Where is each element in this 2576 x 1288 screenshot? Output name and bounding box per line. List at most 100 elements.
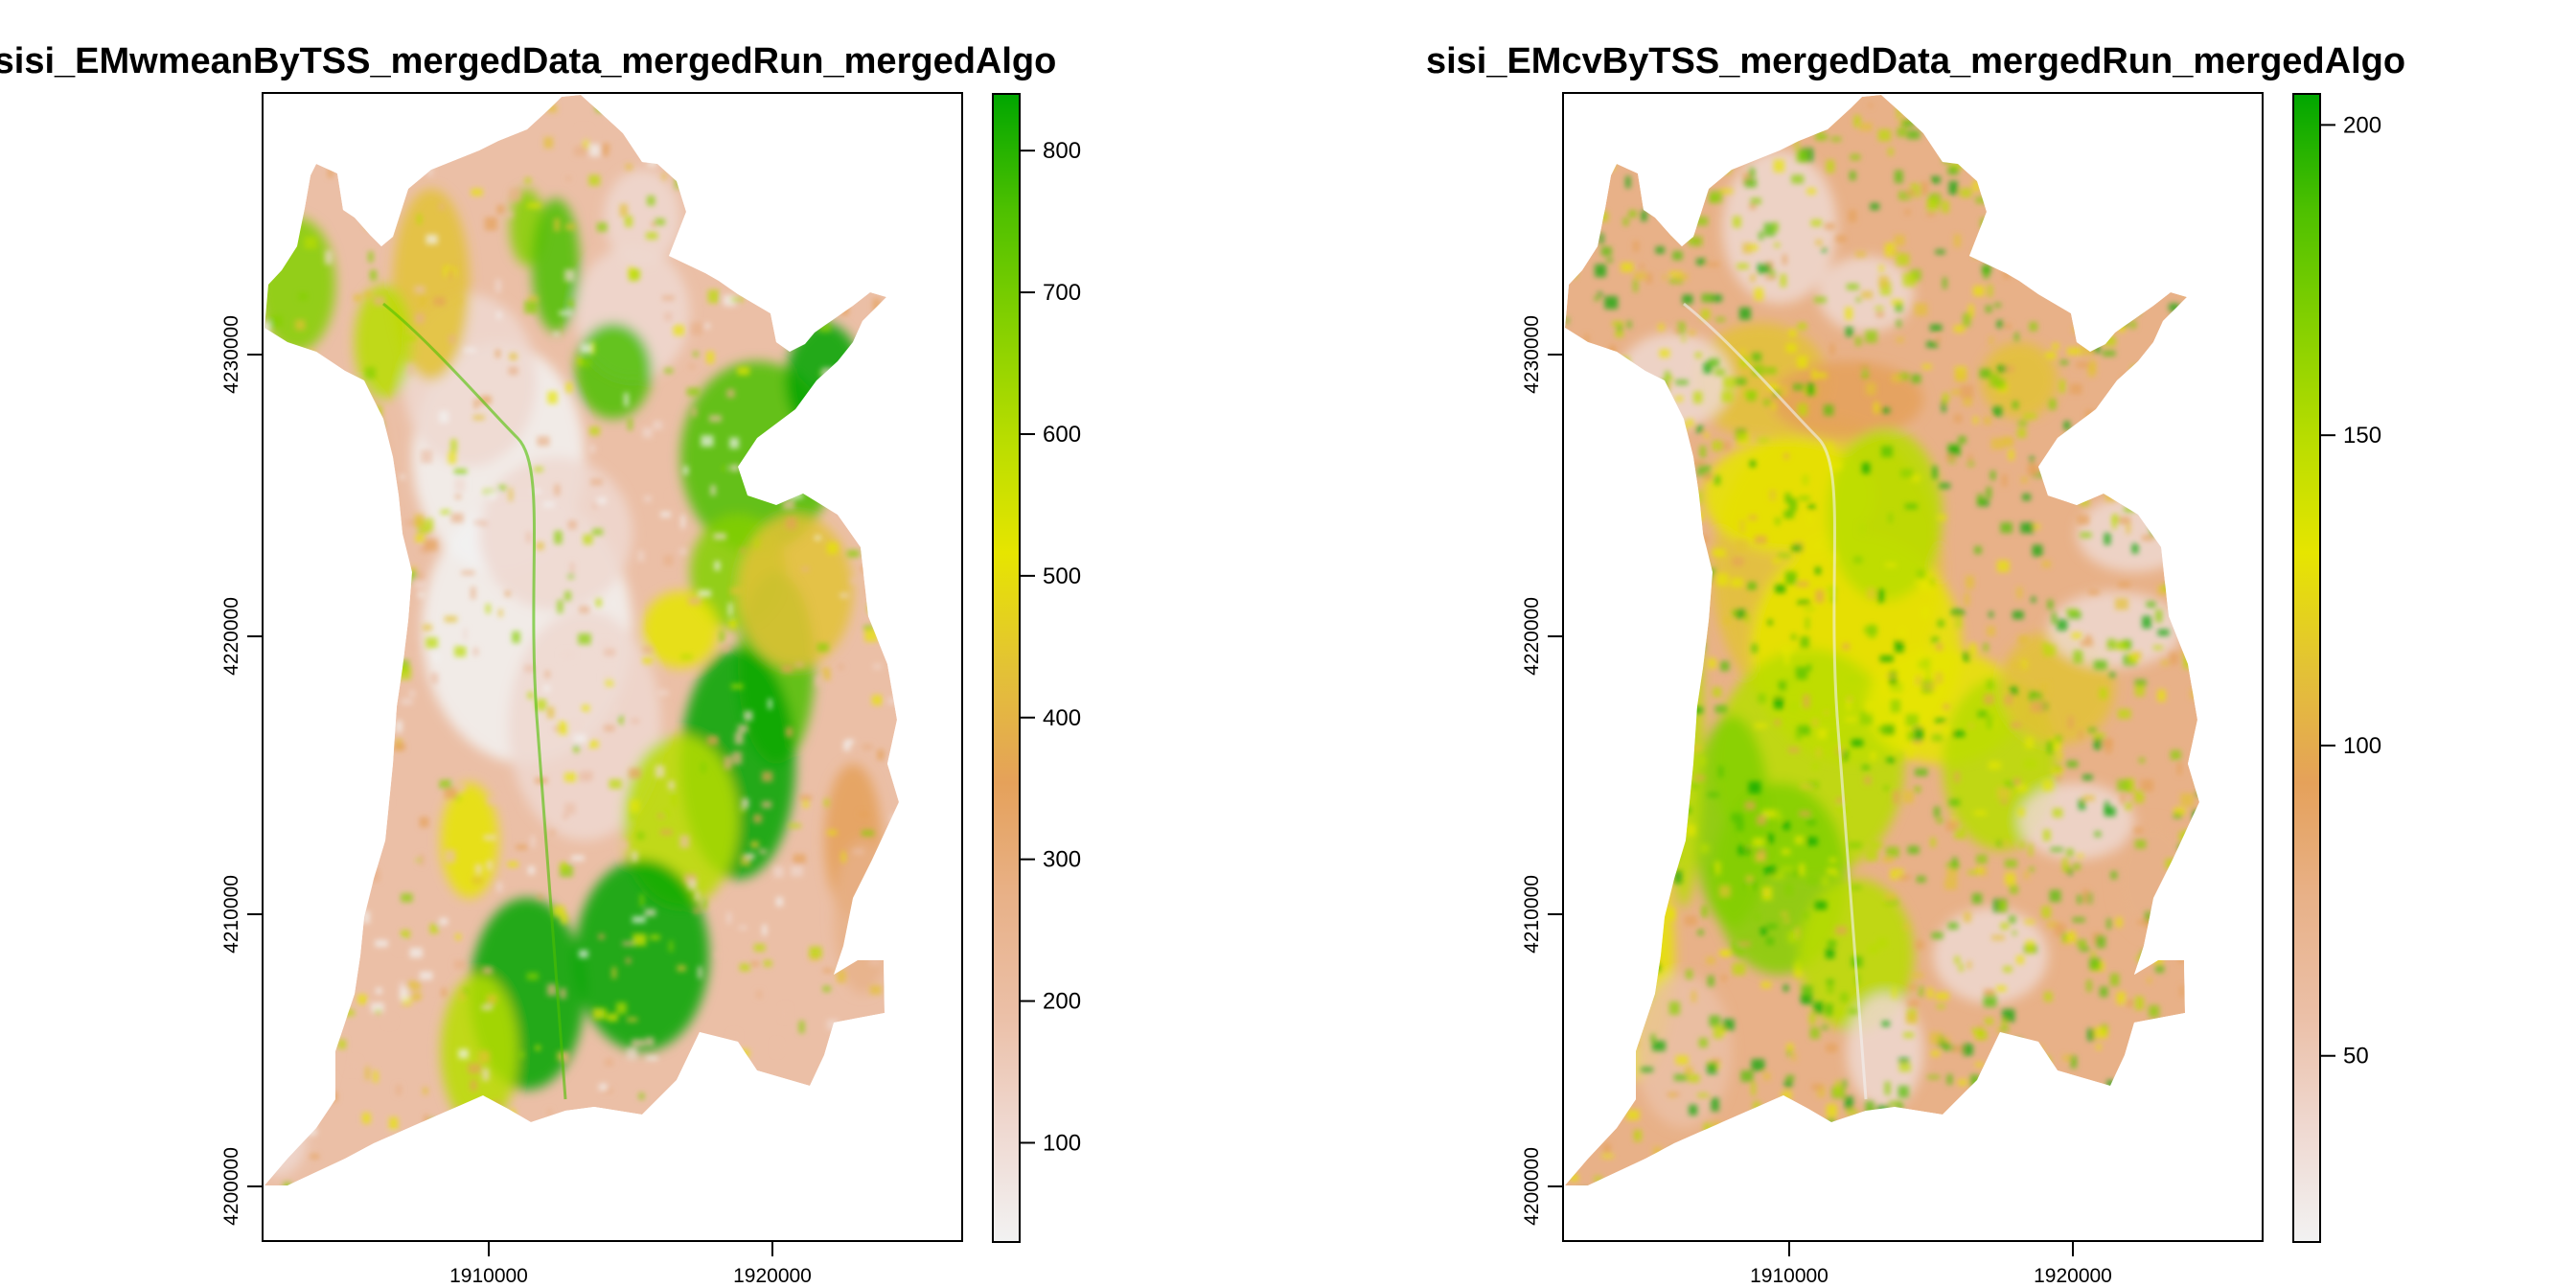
raster-cell: [478, 98, 484, 103]
raster-cell: [1620, 356, 1630, 371]
raster-cell: [828, 1147, 841, 1155]
raster-cell: [2082, 794, 2095, 801]
raster-cell: [1684, 915, 1697, 926]
raster-cell: [416, 858, 422, 862]
raster-cell: [1826, 978, 1834, 985]
raster-cell: [327, 1055, 336, 1065]
raster-cell: [2096, 1044, 2102, 1050]
raster-cell: [1987, 244, 2001, 256]
raster-cell: [849, 517, 862, 522]
raster-cell: [1799, 863, 1806, 876]
raster-cell: [2010, 686, 2017, 696]
raster-cell: [1985, 163, 1995, 169]
raster-cell: [690, 322, 702, 335]
raster-cell: [1697, 465, 1711, 476]
raster-cell: [2193, 172, 2199, 185]
raster-cell: [1788, 329, 1797, 337]
raster-cell: [2041, 642, 2049, 648]
raster-cell: [1602, 890, 1610, 895]
raster-cell: [2098, 241, 2110, 248]
raster-cell: [739, 963, 750, 972]
raster-cell: [1747, 139, 1759, 152]
raster-cell: [2019, 1154, 2028, 1162]
raster-patch: [1933, 908, 2048, 1003]
raster-cell: [759, 476, 768, 489]
raster-cell: [334, 394, 338, 403]
raster-cell: [2109, 672, 2116, 678]
raster-cell: [2115, 598, 2128, 610]
raster-cell: [365, 218, 375, 229]
raster-cell: [1595, 942, 1602, 950]
raster-cell: [2068, 869, 2073, 876]
raster-cell: [2104, 489, 2117, 502]
raster-cell: [704, 323, 710, 329]
raster-cell: [1919, 985, 1923, 998]
raster-cell: [1570, 1174, 1578, 1182]
raster-cell: [773, 272, 781, 282]
raster-cell: [1630, 605, 1636, 611]
raster-cell: [444, 1187, 451, 1194]
raster-cell: [406, 573, 412, 585]
raster-cell: [1981, 100, 1990, 110]
raster-cell: [1577, 794, 1590, 804]
raster-cell: [491, 1100, 500, 1112]
y-axis: 4200000 4210000 4220000 4230000: [1521, 315, 1563, 1226]
river-line: [382, 302, 567, 1100]
raster-cell: [2142, 615, 2151, 629]
raster-cell: [629, 268, 639, 282]
raster-cell: [1669, 207, 1681, 220]
raster-cell: [2008, 1166, 2016, 1174]
raster-cell: [638, 1092, 645, 1100]
raster-cell: [1778, 384, 1789, 398]
raster-cell: [2188, 424, 2195, 431]
raster-cell: [1712, 1121, 1721, 1132]
raster-cell: [488, 1149, 497, 1161]
raster-cell: [1711, 294, 1722, 302]
raster-cell: [2057, 619, 2068, 631]
raster-cell: [2170, 1138, 2175, 1152]
raster-cell: [2120, 1168, 2131, 1175]
raster-cell: [1647, 838, 1655, 846]
raster-cell: [816, 167, 824, 179]
raster-cell: [1911, 374, 1921, 383]
raster-cell: [1712, 548, 1719, 557]
raster-cell: [438, 410, 449, 424]
raster-cell: [617, 1149, 624, 1163]
raster-cell: [1585, 484, 1593, 494]
raster-cell: [2191, 572, 2199, 578]
raster-cell: [2167, 582, 2173, 590]
raster-cell: [1626, 320, 1632, 329]
raster-cell: [1902, 272, 1917, 287]
raster-cell: [737, 724, 748, 733]
raster-cell: [1877, 128, 1892, 142]
raster-cell: [564, 590, 571, 601]
raster-cell: [1914, 1166, 1924, 1176]
raster-cell: [843, 181, 854, 193]
raster-cell: [1930, 1050, 1941, 1057]
raster-cell: [2155, 965, 2165, 973]
raster-cell: [307, 689, 319, 700]
raster-cell: [826, 1019, 839, 1030]
raster-cell: [2082, 1111, 2092, 1117]
raster-cell: [2099, 466, 2104, 475]
raster-cell: [864, 629, 879, 642]
raster-cell: [570, 562, 575, 575]
raster-cell: [2051, 261, 2058, 266]
raster-cell: [398, 666, 411, 680]
raster-cell: [1996, 379, 2006, 389]
raster-cell: [1672, 251, 1683, 261]
raster-cell: [1576, 379, 1588, 393]
map-panel-wmean: sisi_EMwmeanByTSS_mergedData_mergedRun_m…: [0, 41, 1081, 1287]
raster-cell: [660, 511, 671, 518]
raster-cell: [472, 415, 485, 421]
raster-cell: [1878, 275, 1889, 288]
raster-cell: [1659, 349, 1670, 358]
raster-cell: [422, 104, 431, 111]
raster-cell: [2178, 325, 2184, 335]
legend-color-bar: [2292, 93, 2321, 1243]
raster-cell: [1794, 870, 1800, 876]
raster-cell: [2190, 389, 2196, 402]
raster-cell: [785, 517, 796, 530]
raster-cell: [2161, 659, 2169, 666]
raster-cell: [2032, 544, 2043, 557]
